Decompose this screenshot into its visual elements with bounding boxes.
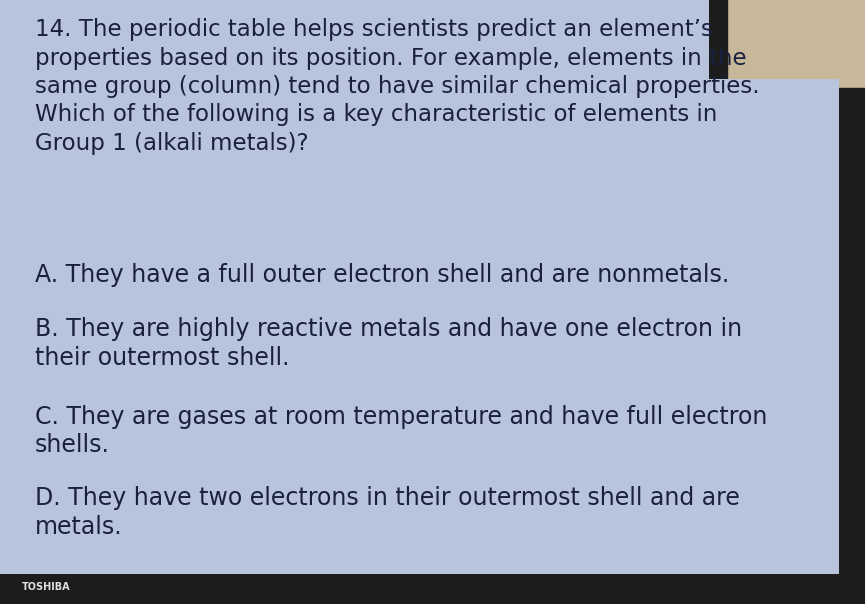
- Text: B. They are highly reactive metals and have one electron in
their outermost shel: B. They are highly reactive metals and h…: [35, 317, 741, 370]
- Text: D. They have two electrons in their outermost shell and are
metals.: D. They have two electrons in their oute…: [35, 486, 740, 539]
- Text: TOSHIBA: TOSHIBA: [22, 582, 70, 592]
- Text: C. They are gases at room temperature and have full electron
shells.: C. They are gases at room temperature an…: [35, 405, 767, 457]
- Polygon shape: [0, 0, 839, 574]
- Text: A. They have a full outer electron shell and are nonmetals.: A. They have a full outer electron shell…: [35, 263, 729, 287]
- Text: 14. The periodic table helps scientists predict an element’s
properties based on: 14. The periodic table helps scientists …: [35, 18, 759, 155]
